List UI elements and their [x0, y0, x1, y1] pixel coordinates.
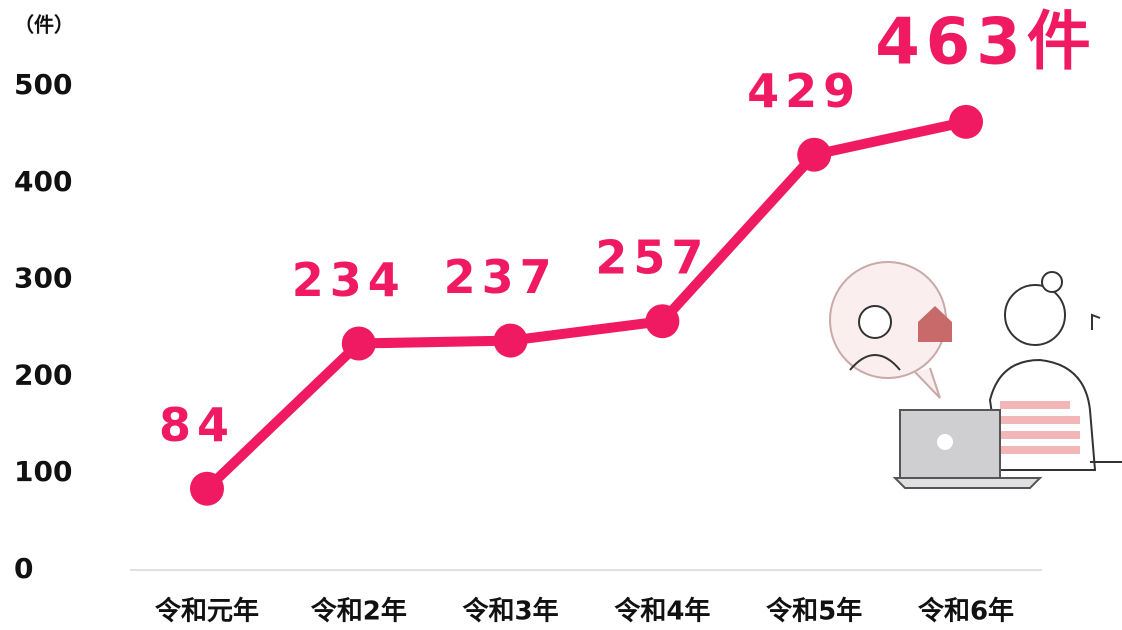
y-tick-label: 200	[14, 358, 72, 391]
y-tick-label: 300	[14, 262, 72, 295]
y-tick-label: 0	[14, 552, 33, 585]
y-tick-label: 400	[14, 165, 72, 198]
x-tick-label: 令和5年	[766, 596, 862, 627]
x-tick-label: 令和元年	[155, 596, 259, 627]
x-tick-label: 令和6年	[918, 596, 1014, 627]
y-tick-label: 100	[14, 455, 72, 488]
point	[494, 324, 528, 358]
value-label: 429	[747, 64, 861, 118]
laptop-base	[895, 478, 1040, 488]
x-tick-label: 令和4年	[614, 596, 710, 627]
woman-hair-bun	[1042, 272, 1062, 292]
point	[797, 138, 831, 172]
y-tick-label: 500	[14, 68, 72, 101]
point	[645, 304, 679, 338]
woman-head	[1005, 285, 1065, 345]
value-label: 234	[292, 253, 406, 307]
point	[190, 472, 224, 506]
value-label: 237	[444, 250, 558, 304]
laptop-logo	[937, 434, 953, 450]
person-icon	[859, 306, 891, 338]
point	[949, 105, 983, 139]
value-label: 257	[595, 231, 709, 285]
point	[342, 326, 376, 360]
chart: （件） 0 100 200 300 400 500 令和元年 令和2年 令和3年 令和4年 令和5年…	[0, 0, 1122, 630]
value-label: 463件	[875, 6, 1097, 80]
value-label: 84	[159, 398, 235, 452]
illustration	[830, 262, 1122, 488]
music-note	[1092, 315, 1100, 330]
bubble-tail	[915, 368, 940, 398]
x-tick-label: 令和3年	[463, 596, 559, 627]
x-tick-label: 令和2年	[311, 596, 407, 627]
y-unit-label: （件）	[14, 13, 74, 37]
